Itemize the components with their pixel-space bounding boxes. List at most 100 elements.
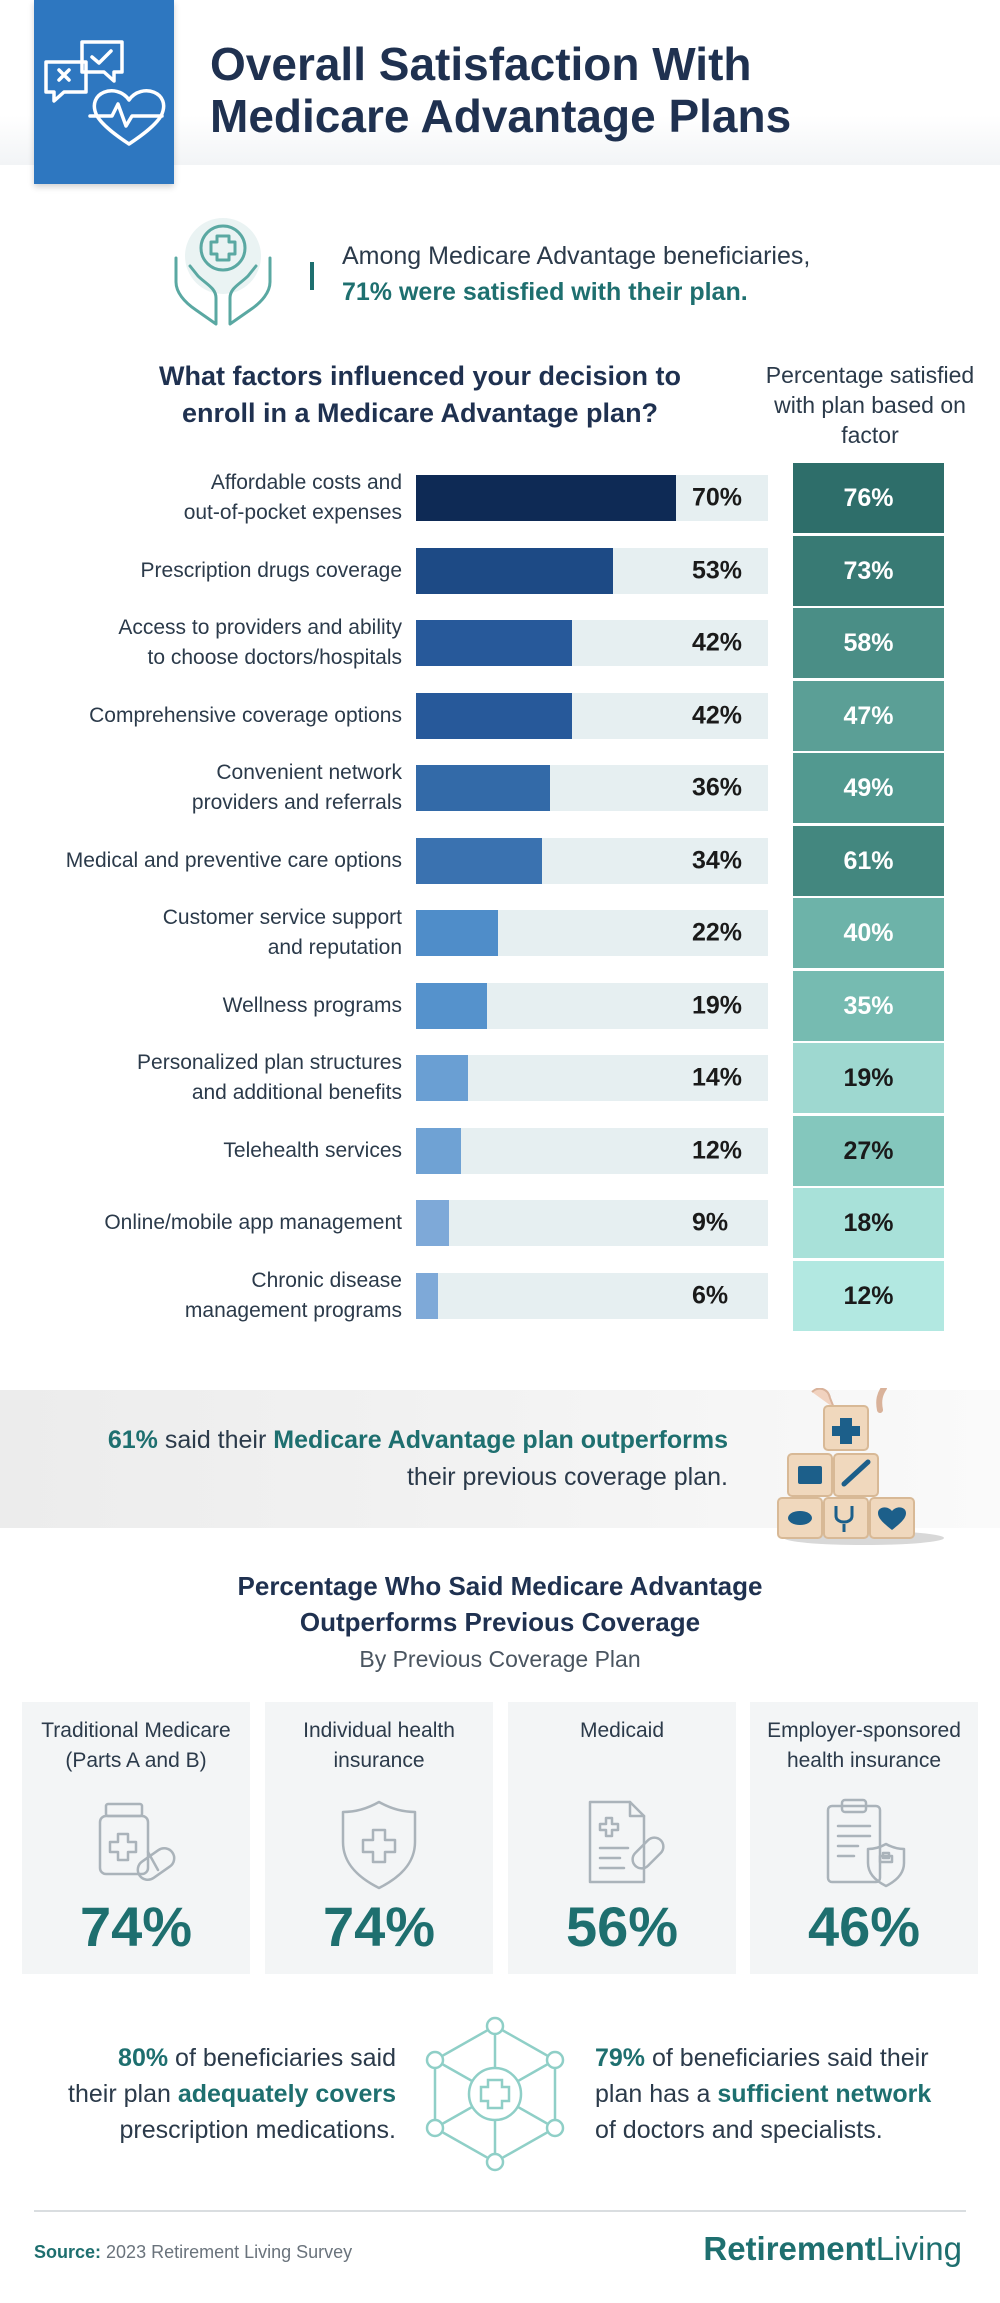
prescription-text-b: their plan [68, 2080, 178, 2108]
page-title-line1: Overall Satisfaction With [210, 38, 752, 90]
coverage-card-label: Medicaid [516, 1716, 728, 1746]
factor-label: Access to providers and ability to choose… [2, 613, 402, 673]
bar-value-label: 9% [692, 1208, 729, 1237]
factor-label-line: Convenient network [216, 761, 402, 784]
bar-track [416, 1055, 768, 1101]
header-badge [34, 0, 174, 184]
satisfied-cell: 73% [793, 536, 944, 606]
satisfied-cell: 12% [793, 1261, 944, 1331]
satisfied-cell: 49% [793, 753, 944, 823]
prescription-text-a: of beneficiaries said [168, 2044, 396, 2072]
outperform-text-end: their previous coverage plan. [406, 1463, 728, 1491]
footer-divider [34, 2210, 966, 2212]
source-text: 2023 Retirement Living Survey [101, 2242, 353, 2262]
bar [416, 1200, 449, 1246]
shield-cross-icon [329, 1794, 429, 1894]
coverage-card-label-line1: Employer-sponsored [767, 1719, 961, 1742]
coverage-card-value: 56% [565, 1895, 679, 1958]
coverage-card-label: Traditional Medicare (Parts A and B) [30, 1716, 242, 1776]
factor-label-line: providers and referrals [191, 791, 402, 814]
prescription-coverage-stat: 80% of beneficiaries said their plan ade… [40, 2040, 396, 2148]
satisfied-cell: 18% [793, 1188, 944, 1258]
factor-label-line: Prescription drugs coverage [140, 559, 402, 582]
factor-label-line: Online/mobile app management [104, 1211, 402, 1234]
bar-value-label: 19% [692, 991, 743, 1020]
bar-value-label: 36% [692, 773, 743, 802]
bar [416, 548, 613, 594]
coverage-card-label-line2: insurance [333, 1749, 425, 1772]
satisfied-cell: 76% [793, 463, 944, 533]
network-text-b: plan has a [595, 2080, 718, 2108]
bar-value-label: 42% [692, 701, 743, 730]
intro-highlight: 71% were satisfied with their plan. [342, 278, 748, 306]
chat-heartbeat-icon [44, 40, 166, 146]
factor-label: Telehealth services [2, 1136, 402, 1166]
outperform-text: 61% said their Medicare Advantage plan o… [100, 1422, 728, 1496]
network-pct: 79% [595, 2044, 646, 2072]
chart-title: What factors influenced your decision to… [158, 361, 682, 428]
page-title-line2: Medicare Advantage Plans [210, 90, 792, 142]
factor-label: Medical and preventive care options [2, 846, 402, 876]
bar-value-label: 14% [692, 1063, 743, 1092]
bar [416, 1273, 438, 1319]
network-text-c: of doctors and specialists. [595, 2116, 883, 2144]
factor-label-line: Personalized plan structures [137, 1051, 402, 1074]
coverage-card-value: 46% [807, 1895, 921, 1958]
factor-label-line: Wellness programs [222, 994, 402, 1017]
factor-label-line: out-of-pocket expenses [183, 501, 402, 524]
factor-label-line: Customer service support [162, 906, 402, 929]
coverage-card-value: 74% [322, 1895, 436, 1958]
satisfied-cell: 19% [793, 1043, 944, 1113]
intro-accent-line [310, 262, 314, 290]
bar-value-label: 6% [692, 1281, 729, 1310]
outperform-pct: 61% [107, 1426, 158, 1454]
factor-label-line: to choose doctors/hospitals [147, 646, 402, 669]
coverage-title-line1: Percentage Who Said Medicare Advantage [237, 1571, 763, 1601]
prescription-text-c: prescription medications. [119, 2116, 396, 2144]
coverage-card-label-line1: Medicaid [579, 1719, 665, 1742]
outperform-text-mid: said their [157, 1426, 274, 1454]
coverage-card-label-line1: Traditional Medicare [41, 1719, 231, 1742]
factor-label: Wellness programs [2, 991, 402, 1021]
bar [416, 765, 550, 811]
satisfied-cell: 58% [793, 608, 944, 678]
factor-label-line: Affordable costs and [210, 471, 402, 494]
bar [416, 475, 676, 521]
satisfied-cell: 61% [793, 826, 944, 896]
factor-label: Prescription drugs coverage [2, 556, 402, 586]
satisfied-cell: 27% [793, 1116, 944, 1186]
factor-label: Comprehensive coverage options [2, 701, 402, 731]
bar-value-label: 34% [692, 846, 743, 875]
coverage-card-traditional-medicare: Traditional Medicare (Parts A and B) 74% [22, 1702, 250, 1974]
network-highlight: sufficient network [717, 2080, 932, 2108]
network-hexagon-icon [420, 2014, 570, 2174]
network-stat: 79% of beneficiaries said their plan has… [595, 2040, 975, 2148]
prescription-highlight: adequately covers [177, 2080, 396, 2108]
brand-logo-part1: Retirement [703, 2230, 876, 2267]
network-text-a: of beneficiaries said their [645, 2044, 929, 2072]
coverage-card-employer-insurance: Employer-sponsored health insurance 46% [750, 1702, 978, 1974]
intro-text-line: Among Medicare Advantage beneficiaries, [342, 242, 811, 270]
medicine-bottle-pills-icon [86, 1794, 186, 1894]
bar-track [416, 1200, 768, 1246]
outperform-highlight: Medicare Advantage plan outperforms [273, 1426, 728, 1454]
factor-label-line: Access to providers and ability [118, 616, 402, 639]
medical-blocks-icon [772, 1388, 950, 1548]
bar-value-label: 70% [692, 483, 743, 512]
bar [416, 620, 572, 666]
factor-label: Chronic disease management programs [2, 1266, 402, 1326]
bar-track [416, 1128, 768, 1174]
source-note: Source: 2023 Retirement Living Survey [34, 2242, 352, 2263]
factor-label-line: management programs [184, 1299, 402, 1322]
coverage-card-label: Individual health insurance [273, 1716, 485, 1776]
bar [416, 910, 498, 956]
coverage-title-line2: Outperforms Previous Coverage [299, 1607, 701, 1637]
source-label: Source: [34, 2242, 102, 2262]
bar [416, 1055, 468, 1101]
coverage-chart-title: Percentage Who Said Medicare Advantage O… [150, 1568, 850, 1640]
satisfied-column-title: Percentage satisfied with plan based on … [765, 362, 975, 448]
coverage-subtitle: By Previous Coverage Plan [359, 1646, 641, 1672]
factor-label: Convenient network providers and referral… [2, 758, 402, 818]
brand-logo: RetirementLiving [640, 2230, 962, 2268]
factor-label-line: Telehealth services [223, 1139, 402, 1162]
